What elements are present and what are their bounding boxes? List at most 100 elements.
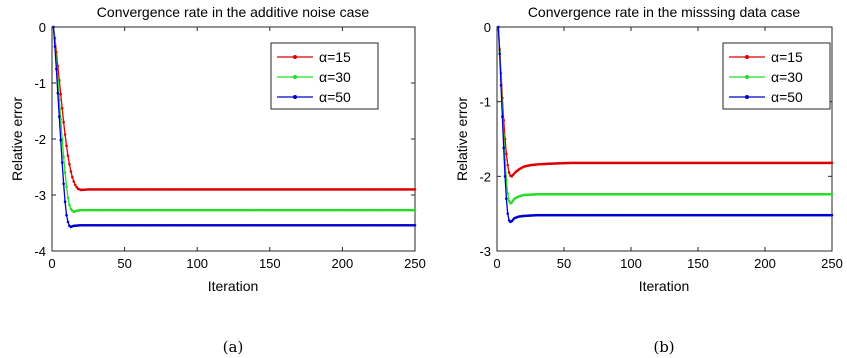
y-tick-label: -3 — [479, 244, 491, 259]
legend-label: α=15 — [319, 49, 351, 65]
x-tick-label: 200 — [754, 256, 776, 271]
series-point — [66, 154, 70, 158]
series-point — [65, 185, 68, 188]
chart-panel-b: Convergence rate in the misssing data ca… — [454, 4, 843, 356]
series-point — [52, 25, 55, 29]
legend-label: α=15 — [771, 49, 803, 65]
y-tick-label: -1 — [479, 95, 491, 110]
panel-caption: (b) — [653, 338, 674, 356]
series-point — [60, 161, 64, 164]
legend-marker — [293, 75, 297, 79]
axis-ticks: 0 50 100 150 200 250 0 -1 -2 -3 — [479, 20, 842, 271]
x-tick-label: 0 — [48, 256, 55, 271]
series-point — [830, 213, 834, 217]
series-point — [511, 199, 515, 202]
chart-title: Convergence rate in the additive noise c… — [97, 4, 370, 20]
y-tick-label: -2 — [479, 169, 491, 184]
series-point — [53, 45, 57, 48]
series-point — [72, 180, 76, 183]
panel-caption: (a) — [223, 338, 244, 356]
legend: α=15 α=30 α=50 — [722, 42, 831, 110]
x-tick-label: 100 — [620, 256, 642, 271]
series-point — [57, 115, 61, 118]
series-2 — [497, 25, 834, 205]
legend-box — [722, 42, 831, 110]
y-axis-label: Relative error — [9, 97, 25, 181]
x-tick-label: 0 — [493, 256, 500, 271]
x-tick-label: 150 — [259, 256, 281, 271]
series-point — [413, 223, 417, 227]
series-point — [55, 67, 58, 71]
legend-marker — [293, 55, 297, 59]
series-1 — [497, 25, 834, 178]
axis-ticks: 0 50 100 150 200 250 0 -1 -2 -3 -4 — [34, 20, 425, 271]
series-point — [499, 83, 503, 87]
series-point — [505, 197, 508, 201]
series-point — [68, 162, 71, 166]
x-axis-label: Iteration — [208, 278, 259, 294]
y-tick-label: 0 — [484, 20, 491, 35]
series-point — [63, 171, 67, 174]
legend-marker — [745, 55, 749, 59]
y-tick-label: -2 — [34, 132, 46, 147]
x-tick-label: 150 — [687, 256, 709, 271]
series-point — [75, 185, 78, 189]
series-1 — [52, 25, 417, 192]
series-point — [63, 200, 67, 204]
series-point — [73, 183, 77, 187]
x-tick-label: 50 — [557, 256, 571, 271]
series-point — [502, 146, 506, 150]
series-point — [65, 144, 68, 148]
chart-panel-a: Convergence rate in the additive noise c… — [9, 4, 426, 356]
series-group — [52, 25, 417, 229]
legend-label: α=30 — [771, 69, 803, 85]
series-point — [413, 208, 417, 212]
series-point — [59, 138, 63, 142]
x-tick-label: 200 — [332, 256, 354, 271]
series-3 — [497, 25, 834, 224]
series-point — [60, 106, 64, 110]
x-tick-label: 100 — [186, 256, 208, 271]
series-3 — [52, 25, 417, 229]
series-point — [507, 171, 511, 174]
series-point — [498, 52, 501, 56]
x-tick-label: 250 — [821, 256, 843, 271]
series-point — [65, 213, 68, 217]
y-tick-label: -1 — [34, 76, 46, 91]
legend-label: α=50 — [319, 89, 351, 105]
legend-marker — [745, 75, 749, 79]
series-point — [830, 192, 834, 196]
y-axis-label: Relative error — [454, 97, 470, 181]
series-point — [506, 212, 510, 215]
series-point — [507, 199, 511, 203]
series-point — [413, 188, 417, 191]
y-tick-label: -4 — [34, 244, 46, 259]
series-point — [510, 201, 514, 204]
series-point — [69, 170, 73, 173]
series-point — [830, 161, 834, 165]
x-tick-label: 50 — [117, 256, 131, 271]
series-point — [497, 25, 500, 29]
series-point — [68, 203, 71, 207]
legend-marker — [293, 95, 297, 99]
y-tick-label: 0 — [39, 20, 46, 35]
series-point — [505, 152, 508, 156]
legend-box — [270, 42, 379, 110]
series-point — [501, 115, 504, 118]
y-tick-label: -3 — [34, 188, 46, 203]
x-axis-label: Iteration — [639, 278, 690, 294]
series-point — [59, 92, 63, 96]
series-point — [66, 220, 70, 224]
series-point — [62, 182, 65, 186]
series-point — [62, 155, 65, 159]
series-point — [56, 91, 60, 95]
series-point — [63, 133, 67, 136]
series-point — [62, 120, 65, 124]
series-point — [69, 207, 73, 211]
chart-title: Convergence rate in the misssing data ca… — [528, 4, 801, 20]
series-2 — [52, 25, 417, 214]
x-tick-label: 250 — [404, 256, 426, 271]
series-group — [497, 25, 834, 224]
legend-label: α=50 — [771, 89, 803, 105]
